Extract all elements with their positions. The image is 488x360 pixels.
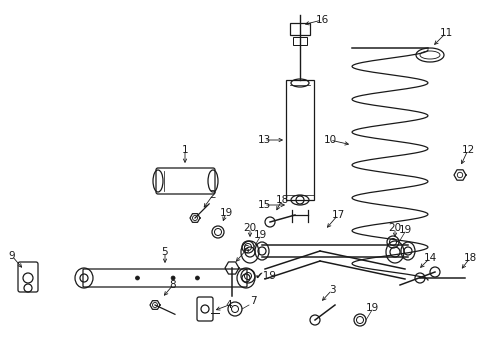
Text: 1: 1 [182, 145, 188, 155]
Text: 18: 18 [463, 253, 476, 263]
Text: 8: 8 [169, 280, 176, 290]
Bar [289, 23, 309, 35]
Text: 20: 20 [387, 223, 401, 233]
Text: 3: 3 [328, 285, 335, 295]
Text: 15: 15 [257, 200, 270, 210]
Text: 4: 4 [225, 300, 232, 310]
Text: ✔19: ✔19 [254, 271, 276, 281]
Text: 6: 6 [242, 245, 249, 255]
Bar [285, 80, 313, 200]
Text: 17: 17 [331, 210, 344, 220]
Text: 19: 19 [253, 230, 266, 240]
Text: 14: 14 [423, 253, 436, 263]
Circle shape [171, 276, 175, 280]
Bar [292, 37, 306, 45]
Text: 19: 19 [219, 208, 232, 218]
Text: 5: 5 [162, 247, 168, 257]
Text: 16: 16 [315, 15, 328, 25]
Text: 10: 10 [323, 135, 336, 145]
Text: 19: 19 [365, 303, 378, 313]
Text: 20: 20 [243, 223, 256, 233]
Text: 12: 12 [461, 145, 474, 155]
Text: 2: 2 [209, 190, 216, 200]
Text: 9: 9 [9, 251, 15, 261]
Text: 19: 19 [398, 225, 411, 235]
Circle shape [135, 276, 139, 280]
Text: 7: 7 [249, 296, 256, 306]
Circle shape [195, 276, 199, 280]
Text: 11: 11 [439, 28, 452, 38]
Text: 13: 13 [257, 135, 270, 145]
Text: 18: 18 [275, 195, 288, 205]
